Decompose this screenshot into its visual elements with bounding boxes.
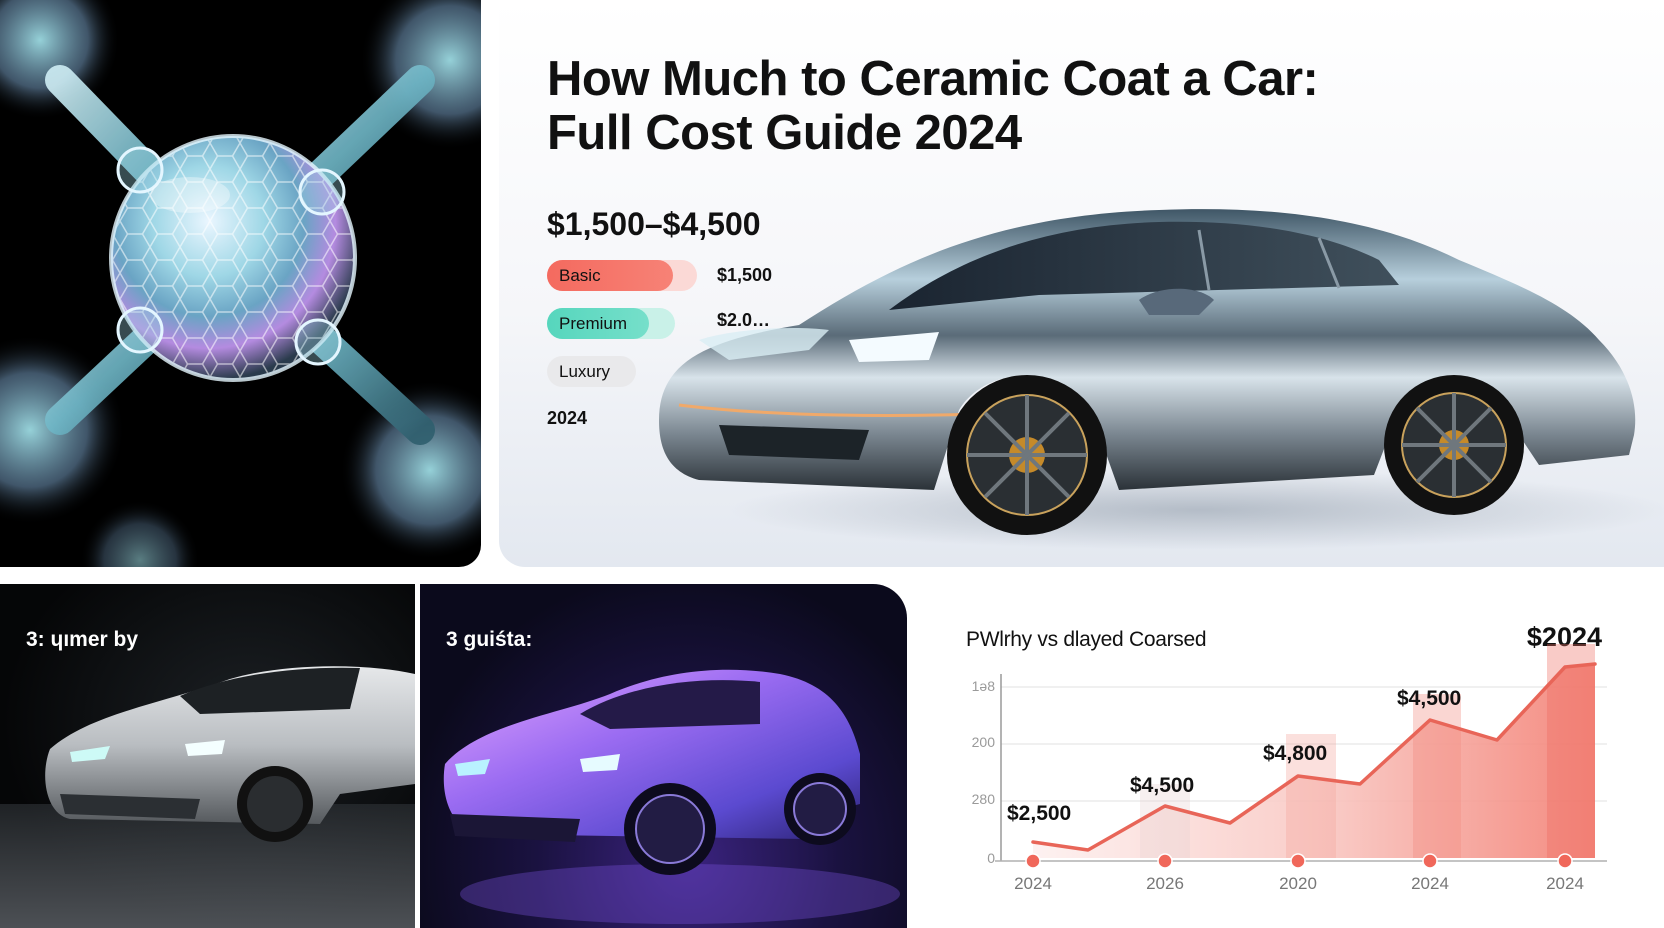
molecule-image-panel [0,0,481,567]
silver-car-panel: 3: ɥımer by [0,584,415,928]
chart-title: PWlrhy vs dlayed Coarsed [966,628,1207,651]
x-tick: 2020 [1279,874,1317,893]
chrome-sports-car-image [659,209,1664,550]
tier-premium-fill [547,308,649,339]
point-label: $2,500 [1007,802,1072,825]
tier-premium-value: $2,0… [717,310,771,326]
tier-basic-fill [547,260,673,291]
title-line-1: How Much to Ceramic Coat a Car: [547,52,1319,106]
silver-panel-caption: 3: ɥımer by [26,628,139,651]
purple-car-image [443,669,900,924]
tier-basic-value: $1,500 [717,265,773,285]
point-label: $4,500 [1130,774,1195,797]
x-tick: 2026 [1146,874,1184,893]
tier-basic-bar: Basic [547,260,697,291]
point-label: $4,500 [1397,687,1462,710]
hero-panel: How Much to Ceramic Coat a Car: Full Cos… [499,0,1664,567]
chart-badge: $2024 [1526,622,1602,652]
x-tick: 2024 [1546,874,1584,893]
hero-year: 2024 [547,408,588,428]
tier-premium-label: Premium [559,314,628,333]
tier-luxury-bar: Luxury [547,356,636,387]
y-tick: 280 [971,791,995,807]
point-label: $4,800 [1263,742,1328,765]
title-line-2: Full Cost Guide 2024 [547,106,1022,160]
y-tick: 1ə8 [971,678,995,694]
purple-car-panel: 3 guiśta: [420,584,907,928]
page-title: How Much to Ceramic Coat a Car: Full Cos… [547,52,1319,160]
y-tick: 200 [971,734,995,750]
x-axis-markers [1025,853,1573,869]
tier-premium-bar: Premium [547,308,675,339]
y-tick: 0 [987,850,995,866]
cost-area-chart [995,644,1607,869]
cost-chart-panel: PWlrhy vs dlayed Coarsed $2024 1ə8 200 2… [907,584,1664,928]
tier-basic-label: Basic [559,266,601,285]
ceramic-molecule-illustration [0,0,481,567]
x-tick: 2024 [1411,874,1449,893]
price-range: $1,500–$4,500 [547,206,761,242]
silver-car-image [0,666,415,928]
x-tick: 2024 [1014,874,1052,893]
purple-panel-caption: 3 guiśta: [446,628,533,651]
tier-luxury-label: Luxury [559,362,611,381]
